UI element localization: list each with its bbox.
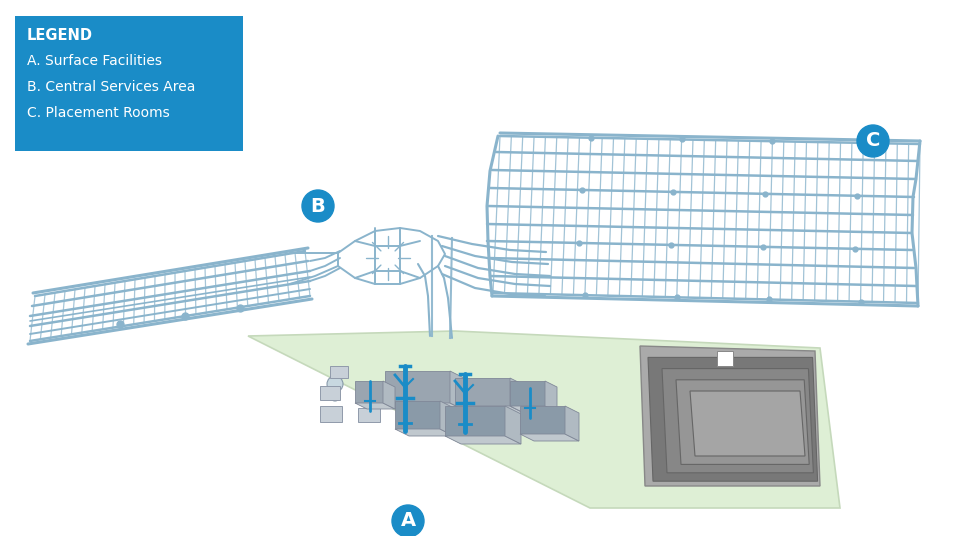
Polygon shape [510,406,557,412]
Polygon shape [505,406,521,444]
Text: C. Placement Rooms: C. Placement Rooms [27,106,170,120]
Polygon shape [355,403,395,409]
Circle shape [327,376,343,392]
Polygon shape [395,429,454,436]
Polygon shape [455,378,510,406]
Polygon shape [510,381,545,406]
Circle shape [857,125,889,157]
Polygon shape [565,406,579,441]
Polygon shape [520,434,579,441]
Text: B: B [311,197,325,215]
Polygon shape [440,401,454,436]
Polygon shape [383,381,395,409]
Polygon shape [717,351,733,366]
Polygon shape [640,346,820,486]
Polygon shape [385,371,450,403]
Polygon shape [676,380,809,464]
Polygon shape [248,331,840,508]
Polygon shape [355,381,383,403]
Text: LEGEND: LEGEND [27,28,93,43]
Polygon shape [510,378,526,414]
Polygon shape [450,371,468,412]
Text: B. Central Services Area: B. Central Services Area [27,80,196,94]
Polygon shape [445,436,521,444]
Polygon shape [358,408,380,422]
Text: A: A [400,511,416,531]
Text: A. Surface Facilities: A. Surface Facilities [27,54,162,68]
Text: C: C [866,131,880,151]
Polygon shape [320,406,342,422]
Polygon shape [445,406,505,436]
Polygon shape [385,403,468,412]
Polygon shape [330,366,348,378]
Polygon shape [395,401,440,429]
Polygon shape [545,381,557,412]
Polygon shape [320,386,340,400]
Circle shape [302,190,334,222]
Polygon shape [690,391,805,456]
FancyBboxPatch shape [15,16,243,151]
Polygon shape [520,406,565,434]
Circle shape [392,505,424,536]
Polygon shape [648,358,818,481]
Polygon shape [662,369,813,473]
Circle shape [330,391,340,401]
Polygon shape [455,406,526,414]
